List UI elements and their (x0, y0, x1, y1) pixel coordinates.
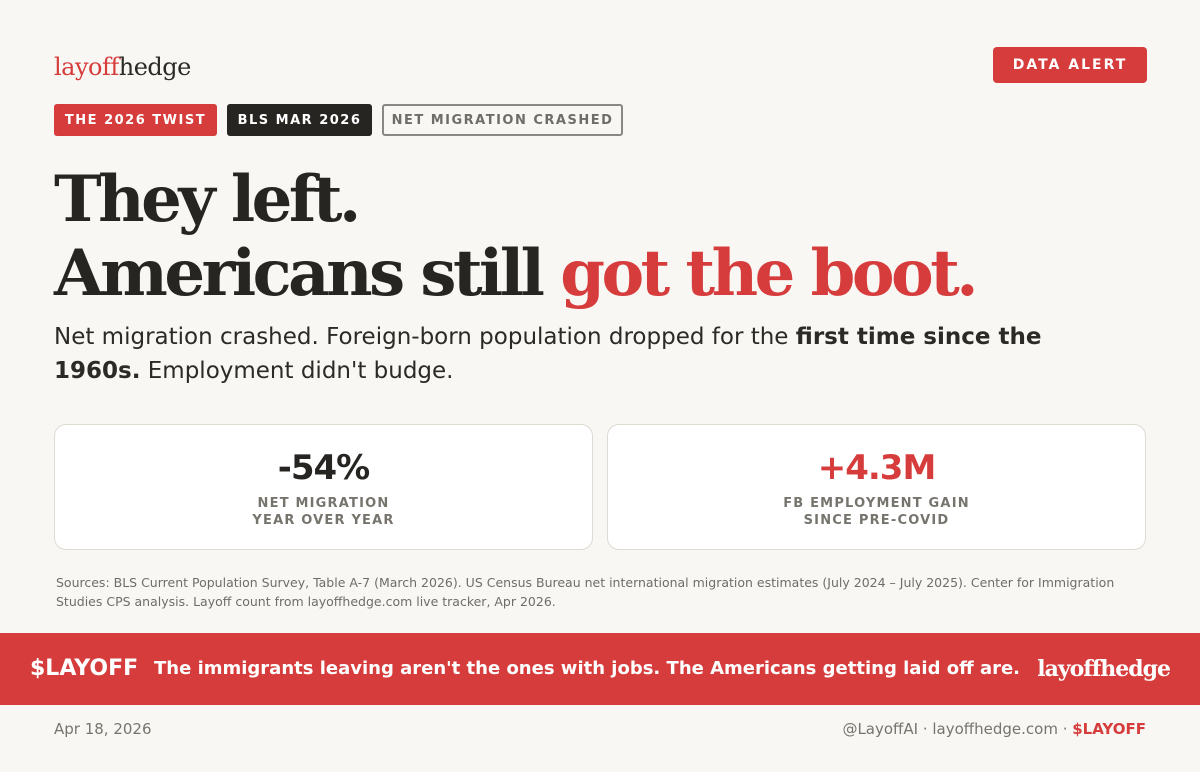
footer-date: Apr 18, 2026 (54, 720, 152, 738)
logo-suffix: hedge (118, 53, 192, 81)
tag-bls-mar-2026: BLS MAR 2026 (227, 104, 372, 136)
stat-value: +4.3M (817, 448, 937, 488)
tag-2026-twist: THE 2026 TWIST (54, 104, 217, 136)
headline: They left. Americans still got the boot. (54, 162, 979, 311)
footer-ticker: $LAYOFF (1072, 720, 1146, 738)
banner-logo: layoffhedge (1037, 656, 1171, 682)
stat-label-line-1: NET MIGRATION (257, 496, 390, 511)
stat-value: -54% (277, 448, 371, 488)
banner-ticker: $LAYOFF (30, 656, 139, 681)
headline-line-2: Americans still got the boot. (54, 236, 979, 311)
banner-tagline: The immigrants leaving aren't the ones w… (154, 658, 1021, 679)
headline-line-2-accent: got the boot. (560, 236, 978, 311)
subhead-part-2: Employment didn't budge. (140, 358, 454, 384)
stat-card-fb-employment: +4.3M FB EMPLOYMENT GAIN SINCE PRE-COVID (607, 424, 1146, 550)
footer-handle-and-site: @LayoffAI · layoffhedge.com · (842, 720, 1073, 738)
headline-line-2-plain: Americans still (54, 236, 545, 311)
subhead: Net migration crashed. Foreign-born popu… (54, 320, 1094, 388)
subhead-bold: first time since the 1960s. (54, 324, 1042, 384)
footer-links: @LayoffAI · layoffhedge.com · $LAYOFF (842, 719, 1146, 739)
stat-label: NET MIGRATION YEAR OVER YEAR (55, 495, 592, 529)
data-alert-button[interactable]: DATA ALERT (993, 47, 1147, 83)
tag-net-migration-crashed: NET MIGRATION CRASHED (382, 104, 623, 136)
sources-note: Sources: BLS Current Population Survey, … (56, 575, 1115, 609)
logo-prefix: layoff (54, 53, 119, 81)
stat-label-line-1: FB EMPLOYMENT GAIN (783, 496, 970, 511)
subhead-part-1: Net migration crashed. Foreign-born popu… (54, 324, 796, 350)
stat-label-line-2: YEAR OVER YEAR (252, 513, 395, 528)
stat-label: FB EMPLOYMENT GAIN SINCE PRE-COVID (608, 495, 1145, 529)
bottom-banner: $LAYOFF The immigrants leaving aren't th… (0, 633, 1200, 705)
stat-label-line-2: SINCE PRE-COVID (803, 513, 950, 528)
headline-line-1: They left. (54, 162, 361, 237)
brand-logo: layoffhedge (54, 52, 191, 82)
stat-card-net-migration: -54% NET MIGRATION YEAR OVER YEAR (54, 424, 593, 550)
